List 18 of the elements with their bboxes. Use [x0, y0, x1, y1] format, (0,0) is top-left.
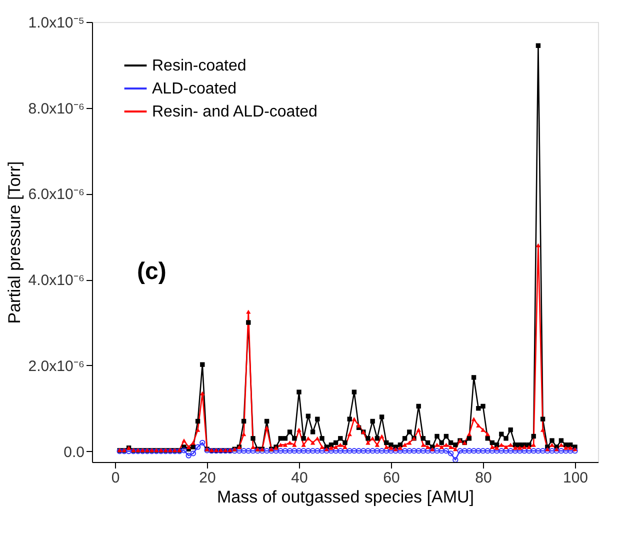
- x-tick-label: 60: [383, 470, 400, 486]
- legend-label: Resin-coated: [152, 58, 246, 74]
- y-tick-label: 8.0x10⁻⁶: [28, 100, 84, 118]
- x-tick-label: 20: [199, 470, 216, 486]
- y-axis-title: Partial pressure [Torr]: [5, 161, 24, 324]
- y-tick-label: 2.0x10⁻⁶: [28, 358, 84, 375]
- legend-label: Resin- and ALD-coated: [152, 104, 318, 120]
- legend-label: ALD-coated: [152, 80, 236, 98]
- x-axis-title: Mass of outgassed species [AMU]: [216, 488, 474, 506]
- y-tick-label: 6.0x10⁻⁶: [28, 186, 84, 204]
- x-tick-label: 80: [475, 470, 492, 486]
- annotation: (c): [137, 258, 166, 285]
- x-tick-label: 0: [111, 470, 120, 486]
- y-tick-label: 1.0x10⁻⁵: [28, 14, 84, 32]
- y-tick-label: 4.0x10⁻⁶: [28, 272, 84, 290]
- x-tick-label: 40: [291, 470, 308, 486]
- x-tick-label: 100: [562, 470, 588, 486]
- y-tick-label: 0.0: [64, 444, 84, 461]
